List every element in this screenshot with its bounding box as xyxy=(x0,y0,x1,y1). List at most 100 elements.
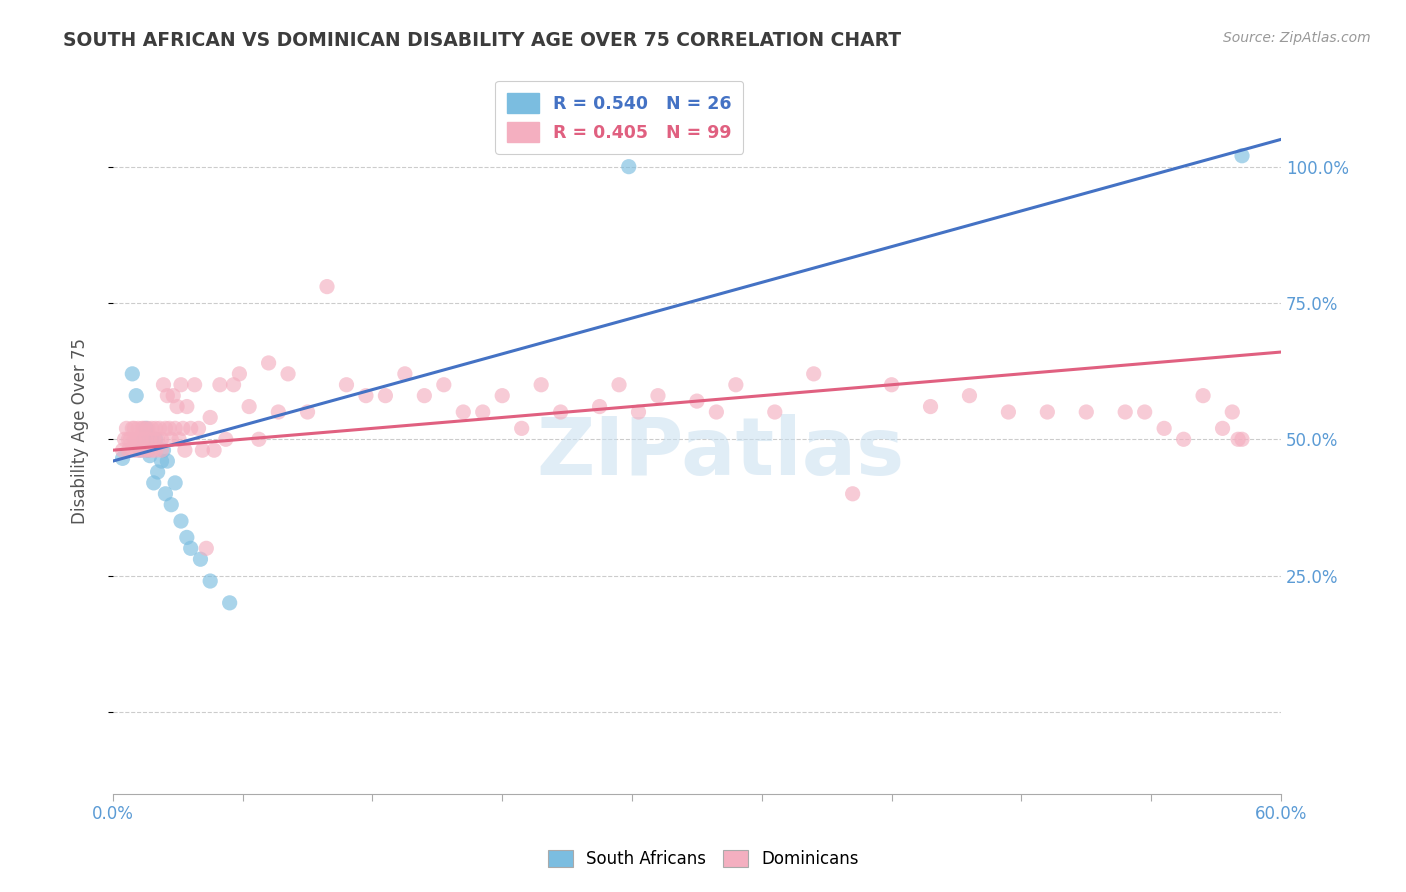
Point xyxy=(208,377,231,392)
Point xyxy=(724,377,747,392)
Legend: South Africans, Dominicans: South Africans, Dominicans xyxy=(541,843,865,875)
Point xyxy=(1230,149,1253,163)
Text: ZIPatlas: ZIPatlas xyxy=(536,414,904,491)
Point xyxy=(202,443,225,458)
Point xyxy=(127,421,149,435)
Point xyxy=(686,394,709,409)
Point xyxy=(150,432,173,446)
Point xyxy=(491,389,513,403)
Point xyxy=(132,432,155,446)
Point xyxy=(120,432,142,446)
Point xyxy=(1212,421,1234,435)
Point xyxy=(141,443,163,458)
Point xyxy=(131,432,153,446)
Point xyxy=(198,574,221,588)
Point xyxy=(803,367,825,381)
Text: Source: ZipAtlas.com: Source: ZipAtlas.com xyxy=(1223,31,1371,45)
Legend: R = 0.540   N = 26, R = 0.405   N = 99: R = 0.540 N = 26, R = 0.405 N = 99 xyxy=(495,81,744,154)
Point xyxy=(136,443,159,458)
Point xyxy=(129,443,152,458)
Point xyxy=(247,432,270,446)
Point xyxy=(145,443,167,458)
Point xyxy=(131,421,153,435)
Point xyxy=(141,421,163,435)
Point xyxy=(132,421,155,435)
Point xyxy=(136,443,159,458)
Point xyxy=(374,389,396,403)
Point xyxy=(165,475,187,490)
Point xyxy=(198,410,221,425)
Point xyxy=(176,530,198,544)
Point xyxy=(880,377,903,392)
Point xyxy=(142,432,165,446)
Point xyxy=(135,421,157,435)
Point xyxy=(510,421,533,435)
Point xyxy=(1227,432,1250,446)
Point xyxy=(121,443,143,458)
Point xyxy=(550,405,572,419)
Point xyxy=(111,451,134,466)
Point xyxy=(155,421,177,435)
Point xyxy=(157,421,180,435)
Point xyxy=(132,443,155,458)
Point xyxy=(1036,405,1059,419)
Point xyxy=(257,356,280,370)
Point xyxy=(453,405,475,419)
Point xyxy=(997,405,1019,419)
Point xyxy=(136,421,159,435)
Point xyxy=(129,443,152,458)
Point xyxy=(706,405,728,419)
Point xyxy=(160,498,183,512)
Point xyxy=(122,421,145,435)
Point xyxy=(228,367,250,381)
Point xyxy=(150,454,173,468)
Point xyxy=(148,421,170,435)
Point xyxy=(316,279,339,293)
Point xyxy=(277,367,299,381)
Point xyxy=(1192,389,1215,403)
Point xyxy=(335,377,357,392)
Point xyxy=(152,443,174,458)
Point xyxy=(139,449,162,463)
Point xyxy=(959,389,981,403)
Point xyxy=(155,487,177,501)
Point xyxy=(218,596,240,610)
Point xyxy=(117,443,139,458)
Point xyxy=(180,541,202,556)
Point xyxy=(354,389,377,403)
Point xyxy=(297,405,319,419)
Point xyxy=(627,405,650,419)
Point xyxy=(607,377,630,392)
Point xyxy=(170,514,193,528)
Point xyxy=(180,421,202,435)
Point xyxy=(190,552,212,566)
Point xyxy=(920,400,942,414)
Point xyxy=(121,421,143,435)
Point xyxy=(1153,421,1175,435)
Point xyxy=(162,389,184,403)
Point xyxy=(166,400,188,414)
Point xyxy=(413,389,436,403)
Point xyxy=(267,405,290,419)
Point xyxy=(763,405,786,419)
Point xyxy=(129,432,152,446)
Point xyxy=(111,443,134,458)
Point xyxy=(1220,405,1243,419)
Point xyxy=(146,432,169,446)
Point xyxy=(1076,405,1098,419)
Point xyxy=(176,400,198,414)
Point xyxy=(145,432,167,446)
Text: SOUTH AFRICAN VS DOMINICAN DISABILITY AGE OVER 75 CORRELATION CHART: SOUTH AFRICAN VS DOMINICAN DISABILITY AG… xyxy=(63,31,901,50)
Y-axis label: Disability Age Over 75: Disability Age Over 75 xyxy=(72,338,89,524)
Point xyxy=(617,160,640,174)
Point xyxy=(215,432,238,446)
Point xyxy=(183,377,205,392)
Point xyxy=(125,443,148,458)
Point xyxy=(238,400,260,414)
Point xyxy=(121,367,143,381)
Point xyxy=(139,432,162,446)
Point xyxy=(156,389,179,403)
Point xyxy=(160,432,183,446)
Point xyxy=(433,377,456,392)
Point xyxy=(125,432,148,446)
